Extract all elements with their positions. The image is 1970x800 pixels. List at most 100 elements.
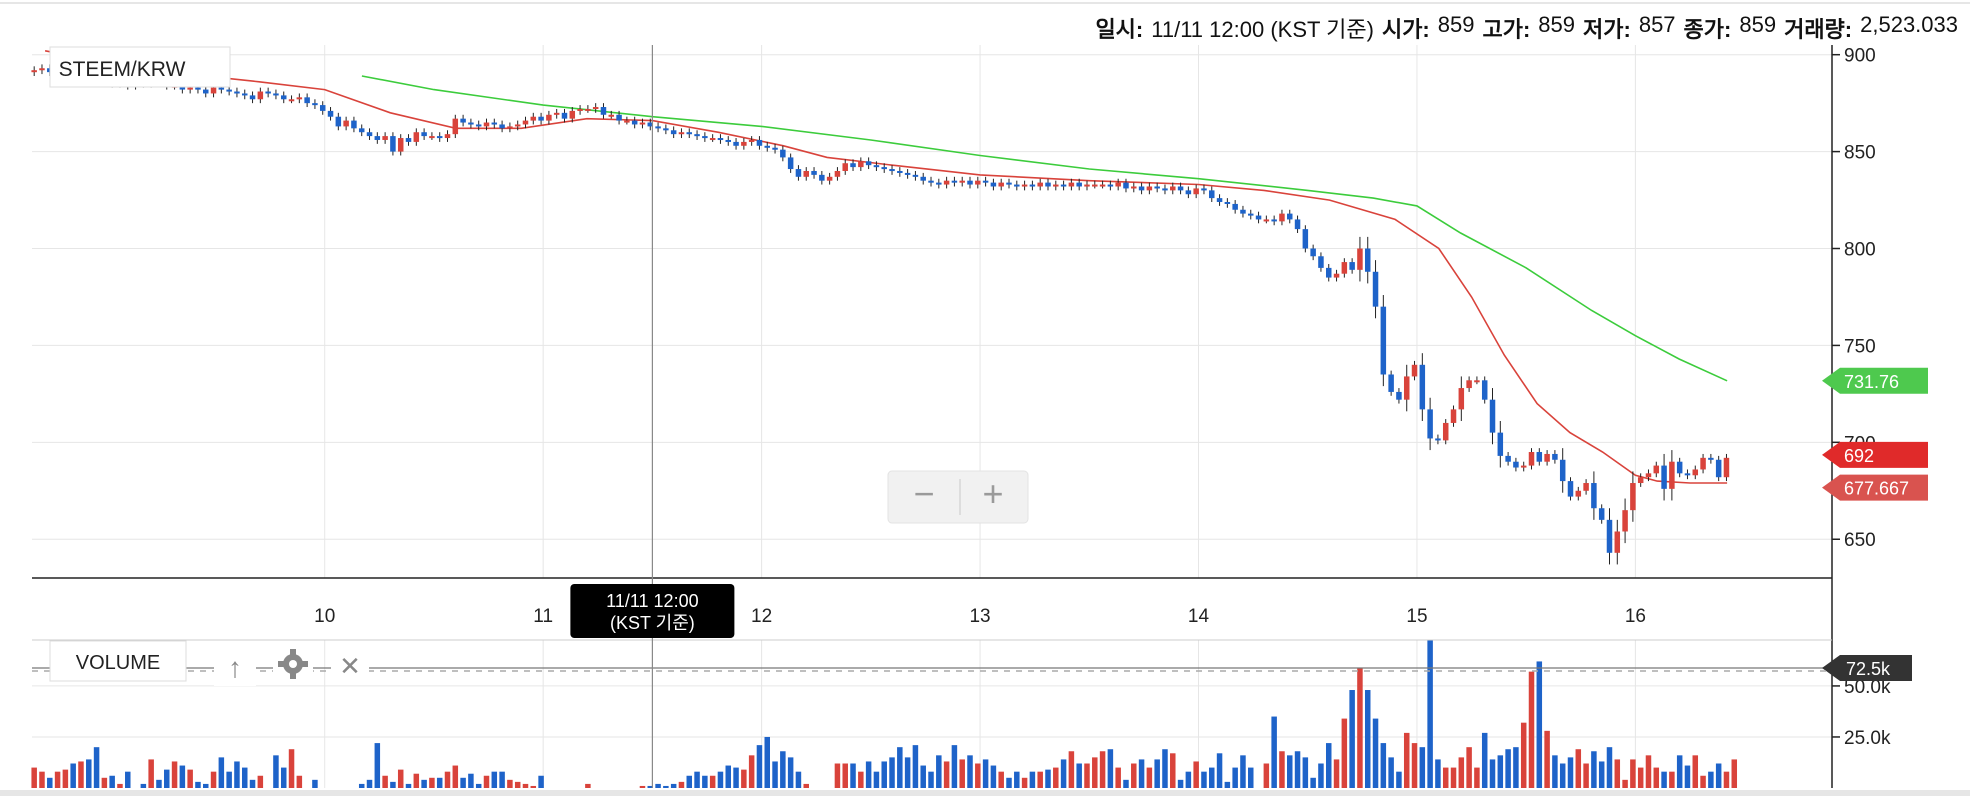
candle-body	[265, 91, 271, 94]
volume-bar	[733, 767, 739, 788]
candle-body	[288, 99, 295, 102]
volume-bar	[772, 761, 778, 788]
candle-body	[530, 116, 537, 121]
candle-body	[585, 108, 591, 111]
candle-body	[803, 170, 809, 177]
zoom-controls: − +	[887, 470, 1029, 524]
candle-body	[1240, 209, 1246, 214]
candle-body	[1505, 455, 1511, 462]
candle-body	[694, 134, 700, 137]
candle-body	[709, 138, 716, 141]
time-tick-label: 11	[533, 606, 553, 627]
price-tick-label: 850	[1844, 143, 1876, 164]
candle-body	[608, 114, 615, 117]
candle-body	[218, 87, 225, 90]
volume-bar	[241, 767, 248, 788]
volume-bar	[1388, 757, 1394, 788]
volume-total-value: 2,523.033	[1860, 12, 1958, 37]
close-label: 종가:	[1683, 17, 1732, 42]
volume-label: VOLUME	[76, 652, 160, 674]
volume-bar	[125, 771, 131, 788]
candle-body	[795, 169, 802, 177]
candle-body	[1544, 453, 1550, 462]
crosshair-date: 11/11 12:00	[606, 591, 698, 611]
volume-bar	[1497, 755, 1504, 788]
candle-body	[1708, 457, 1714, 460]
last-price-tag: 692	[1844, 446, 1874, 466]
volume-panel-header: VOLUME ↑ ✕	[32, 640, 1830, 686]
candle-body	[1263, 219, 1270, 222]
gear-icon[interactable]	[273, 646, 313, 682]
volume-bar	[764, 736, 770, 788]
candle-body	[1513, 461, 1519, 468]
candle-body	[1411, 364, 1418, 377]
ma-long-price-tag: 731.76	[1844, 372, 1899, 392]
volume-bar	[1240, 755, 1246, 788]
volume-bar	[538, 775, 544, 788]
candle-body	[569, 110, 576, 119]
candle-body	[865, 161, 872, 166]
candle-body	[725, 139, 732, 142]
candle-body	[1138, 186, 1145, 191]
time-tick-label: 14	[1188, 606, 1210, 627]
candle-body	[990, 182, 997, 187]
volume-bar	[164, 769, 170, 788]
candle-body	[351, 120, 357, 129]
volume-bar	[109, 775, 115, 788]
zoom-in-button[interactable]: +	[982, 473, 1003, 514]
candle-body	[975, 180, 981, 185]
volume-bar	[780, 751, 786, 788]
candle-body	[1084, 184, 1090, 187]
volume-bar	[1536, 661, 1543, 788]
candle-body	[982, 180, 989, 183]
candle-body	[639, 122, 646, 125]
volume-bar	[382, 775, 388, 788]
volume-bar	[1575, 749, 1582, 788]
volume-bar	[1567, 757, 1574, 788]
price-tick-label: 900	[1844, 46, 1876, 67]
volume-bar	[1029, 771, 1036, 788]
volume-bar	[1552, 755, 1558, 788]
volume-bar	[366, 779, 373, 788]
volume-bar	[1263, 763, 1270, 788]
volume-bar	[1068, 751, 1075, 788]
volume-bar	[1248, 767, 1254, 788]
candle-body	[1341, 262, 1348, 274]
close-panel-button[interactable]: ✕	[339, 651, 361, 681]
volume-bar	[1466, 747, 1472, 788]
low-label: 저가:	[1583, 17, 1631, 42]
candle-body	[1107, 184, 1114, 187]
volume-bar	[951, 745, 958, 788]
volume-bar	[1669, 771, 1675, 788]
volume-bar	[1302, 757, 1309, 788]
volume-bar	[1053, 767, 1059, 788]
candle-body	[1559, 459, 1566, 482]
candle-body	[842, 163, 848, 171]
volume-bar	[1731, 759, 1738, 788]
candle-body	[1029, 184, 1036, 187]
candle-body	[319, 105, 326, 111]
volume-bar	[1325, 743, 1332, 788]
candle-body	[210, 87, 217, 94]
volume-bar	[156, 779, 162, 788]
volume-bar	[374, 743, 381, 788]
candle-body	[928, 180, 934, 183]
zoom-out-button[interactable]: −	[913, 473, 934, 514]
candle-body	[1575, 490, 1582, 497]
candle-body	[179, 85, 186, 90]
volume-bar	[93, 747, 100, 788]
candle-body	[358, 128, 365, 133]
time-tick-label: 16	[1625, 606, 1646, 627]
move-up-button[interactable]: ↑	[228, 652, 242, 683]
candle-body	[327, 110, 334, 117]
crosshair-time-label: 11/11 12:00 (KST 기준)	[570, 584, 735, 638]
candle-body	[702, 136, 708, 139]
candle-body	[1325, 267, 1332, 278]
candle-body	[483, 122, 490, 127]
volume-bar	[1364, 690, 1371, 788]
volume-bar	[530, 785, 537, 788]
volume-bar	[140, 783, 147, 788]
date-label: 일시:	[1095, 17, 1144, 42]
volume-bar	[1622, 779, 1628, 788]
